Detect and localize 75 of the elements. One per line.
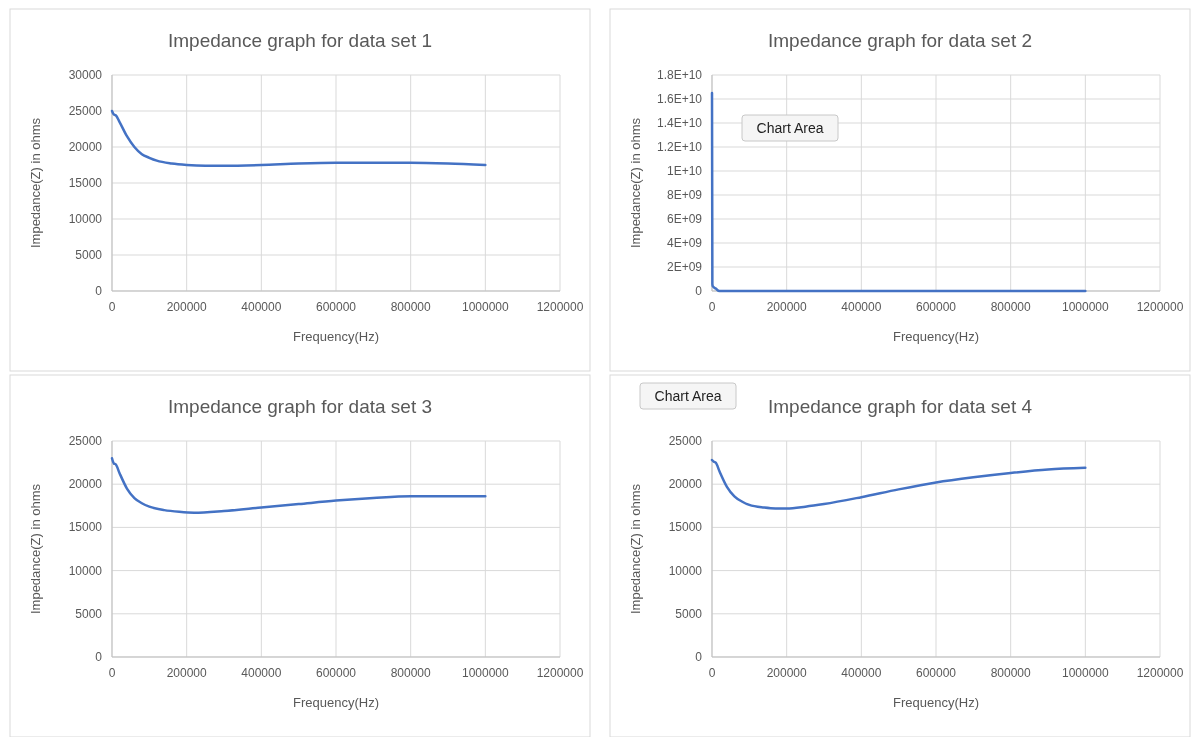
x-tick-label: 0 [108,300,116,314]
x-tick-label: 1200000 [1136,300,1184,314]
y-tick-label: 1.8E+10 [656,68,703,82]
y-axis-title: Impedance(Z) in ohms [628,117,643,249]
line-series [110,457,487,514]
y-axis-title: Impedance(Z) in ohms [28,483,43,615]
x-tick-label: 0 [708,666,716,680]
y-tick-label: 5000 [75,606,103,621]
y-axis-title: Impedance(Z) in ohms [628,483,643,615]
y-tick-label: 20000 [668,477,703,492]
y-tick-label: 6E+09 [666,212,703,226]
x-tick-label: 400000 [241,300,282,314]
y-tick-label: 15000 [68,520,103,535]
y-tick-label: 20000 [68,140,103,154]
y-tick-label: 15000 [68,176,103,190]
y-tick-label: 0 [95,650,103,664]
x-tick-label: 0 [708,300,716,314]
chart-title: Impedance graph for data set 2 [767,30,1033,51]
y-tick-label: 20000 [68,477,103,492]
y-tick-label: 25000 [68,104,103,118]
x-axis-title: Frequency(Hz) [293,329,379,344]
x-tick-label: 600000 [315,666,357,680]
y-tick-label: 10000 [68,563,103,578]
y-tick-label: 8E+09 [666,188,703,202]
x-tick-label: 1000000 [1061,300,1110,314]
x-tick-label: 600000 [915,666,957,680]
y-tick-label: 10000 [68,212,103,226]
y-tick-label: 0 [695,650,703,664]
x-tick-label: 1000000 [461,666,510,680]
y-tick-label: 1.6E+10 [656,92,703,106]
x-tick-label: 800000 [390,666,432,680]
x-tick-label: 400000 [241,666,282,680]
line-series [710,458,1087,510]
y-tick-label: 0 [695,284,703,298]
x-tick-label: 200000 [166,300,208,314]
text: Chart Area [654,388,722,404]
x-tick-label: 800000 [990,666,1032,680]
y-tick-label: 30000 [68,68,103,82]
y-tick-label: 1.4E+10 [656,116,703,130]
x-tick-label: 200000 [766,666,808,680]
y-tick-label: 1E+10 [666,164,703,178]
line-series [110,109,487,167]
x-tick-label: 1200000 [536,300,584,314]
y-tick-label: 1.2E+10 [656,140,703,154]
y-tick-label: 5000 [675,606,703,621]
x-axis-title: Frequency(Hz) [293,695,379,710]
y-tick-label: 2E+09 [666,260,703,274]
y-tick-label: 15000 [668,520,703,535]
x-axis-title: Frequency(Hz) [893,329,979,344]
x-tick-label: 600000 [315,300,357,314]
x-tick-label: 400000 [841,666,882,680]
x-tick-label: 1200000 [536,666,584,680]
x-tick-label: 200000 [766,300,808,314]
chart-title: Impedance graph for data set 3 [167,396,433,417]
x-tick-label: 1000000 [461,300,510,314]
x-axis-title: Frequency(Hz) [893,695,979,710]
x-tick-label: 800000 [390,300,432,314]
x-tick-label: 800000 [990,300,1032,314]
y-tick-label: 4E+09 [666,236,703,250]
y-axis-title: Impedance(Z) in ohms [28,117,43,249]
y-tick-label: 0 [95,284,103,298]
x-tick-label: 200000 [166,666,208,680]
x-tick-label: 0 [108,666,116,680]
y-tick-label: 10000 [668,563,703,578]
chart-title: Impedance graph for data set 1 [167,30,433,51]
x-tick-label: 400000 [841,300,882,314]
x-tick-label: 600000 [915,300,957,314]
y-tick-label: 25000 [68,434,103,448]
x-tick-label: 1200000 [1136,666,1184,680]
y-tick-label: 25000 [668,434,703,448]
chart-title: Impedance graph for data set 4 [767,396,1033,417]
annotation: Chart Area [756,120,824,136]
line-series [710,91,1087,293]
x-tick-label: 1000000 [1061,666,1110,680]
y-tick-label: 5000 [75,248,103,262]
